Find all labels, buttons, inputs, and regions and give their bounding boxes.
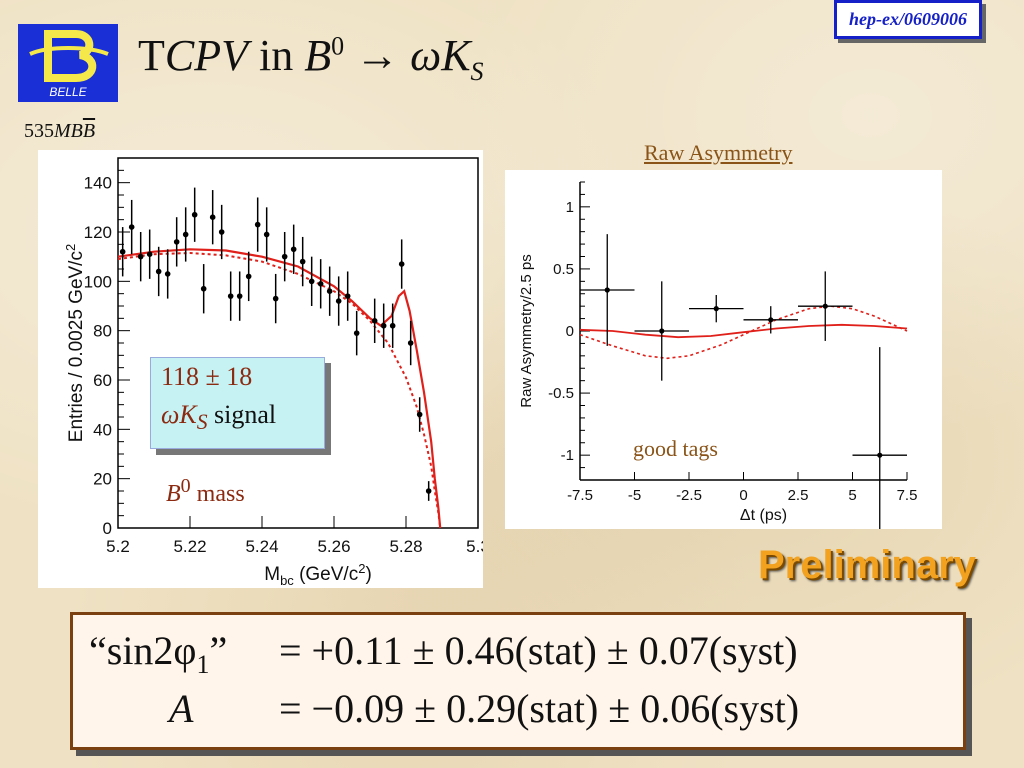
reference-badge[interactable]: hep-ex/0609006 [834,0,982,39]
data-point [182,231,189,238]
x-tick-label: -2.5 [676,487,702,504]
y-tick-label: 140 [84,174,112,193]
data-point [209,214,216,220]
signal-yield-box: 118 ± 18 ωKS signal [150,357,325,449]
y-tick-label: 60 [93,371,112,390]
x-tick-label: 5.24 [245,537,278,556]
data-point [254,221,261,228]
data-point [299,258,306,265]
x-tick-label: 2.5 [788,487,809,504]
y-tick-label: -1 [561,447,574,464]
y-tick-label: 0 [566,323,574,340]
x-tick-label: 0 [739,487,747,504]
fit-background-curve [117,251,442,529]
direct-cpv-result: A = −0.09 ± 0.29(stat) ± 0.06(syst) [169,686,800,731]
data-point [200,285,207,292]
asymmetry-chart-panel: -7.5 -5 -2.5 0 2.5 5 7.5 -1 -0.5 0 0.5 1 Δt (ps) Raw … [505,170,942,564]
x-tick-label: 5.26 [317,537,350,556]
data-point [398,261,405,267]
fit-dashed-curve [579,305,908,360]
data-point [155,268,162,275]
y-tick-label: 20 [93,470,112,489]
data-point [308,278,315,285]
x-axis-label: Δt (ps) [740,507,787,524]
preliminary-label: Preliminary [758,543,976,587]
data-point [137,253,144,260]
data-point [173,239,180,245]
data-point [272,295,279,302]
data-point [236,293,243,299]
x-tick-label: 5.3 [466,537,483,556]
y-axis-label: Entries / 0.0025 GeV/c2 [63,244,87,442]
data-point [146,251,153,257]
data-point [290,246,297,253]
data-point [877,452,883,458]
fit-total-curve [117,248,442,529]
data-point [425,488,432,494]
data-point [371,318,378,324]
luminosity-label: 535MBB [24,120,96,142]
x-tick-label: 5.28 [389,537,422,556]
data-point [128,224,135,230]
data-point [227,293,234,299]
fit-solid-curve [579,323,908,339]
data-point [768,317,774,323]
data-point [380,322,387,329]
y-axis-label: Raw Asymmetry/2.5 ps [518,254,535,407]
belle-logo: BELLE [18,24,118,102]
plot-frame [117,157,479,529]
x-tick-label: -7.5 [567,487,593,504]
x-tick-label: 5.2 [106,537,130,556]
result-box: “sin2φ1” = +0.11 ± 0.46(stat) ± 0.07(sys… [70,612,966,750]
logo-text: BELLE [49,85,87,99]
y-tick-label: 1 [566,199,574,216]
x-axis-label: Mbc (GeV/c2) [264,561,372,588]
x-tick-label: 5.22 [173,537,206,556]
raw-asymmetry-title[interactable]: Raw Asymmetry [644,140,793,165]
y-tick-label: 0.5 [553,261,574,278]
page-title: TCPV in B0 → ωKS [138,31,484,86]
data-point [407,340,414,346]
data-point [659,328,665,334]
signal-count: 118 ± 18 [161,362,253,391]
data-point [713,306,719,312]
sin2phi1-result: “sin2φ1” = +0.11 ± 0.46(stat) ± 0.07(sys… [89,628,798,679]
data-point [389,322,396,329]
data-point [281,253,288,260]
data-point [604,287,610,293]
y-tick-label: -0.5 [548,385,574,402]
x-tick-label: 7.5 [897,487,918,504]
mbc-chart-panel: 5.2 5.22 5.24 5.26 5.28 5.3 0 20 40 60 80 100 120 140… [38,150,490,588]
data-point [335,298,342,304]
x-tick-label: -5 [628,487,641,504]
belle-b-logo-icon: BELLE [29,30,109,99]
data-point [326,288,333,294]
y-tick-label: 40 [93,420,112,439]
data-point [822,303,828,309]
y-tick-label: 80 [93,322,112,341]
data-point [119,248,126,255]
signal-mode: ωKS signal [161,400,277,435]
data-point [317,281,324,287]
good-tags-label: good tags [633,436,718,461]
y-tick-label: 0 [103,519,112,538]
data-point [218,229,225,235]
y-tick-label: 100 [84,272,112,291]
data-point [245,273,252,280]
data-point [344,293,351,299]
mbc-chart: 5.2 5.22 5.24 5.26 5.28 5.3 0 20 40 60 80 100 120 140… [63,157,490,588]
data-point [164,271,171,277]
data-point [191,211,198,218]
b0-mass-label: B0 mass [166,475,245,507]
x-tick-label: 5 [848,487,856,504]
asymmetry-chart: -7.5 -5 -2.5 0 2.5 5 7.5 -1 -0.5 0 0.5 1 Δt (ps) Raw … [518,181,918,564]
data-point [353,330,360,336]
y-tick-label: 120 [84,223,112,242]
data-point [263,231,270,238]
data-point [416,411,423,418]
